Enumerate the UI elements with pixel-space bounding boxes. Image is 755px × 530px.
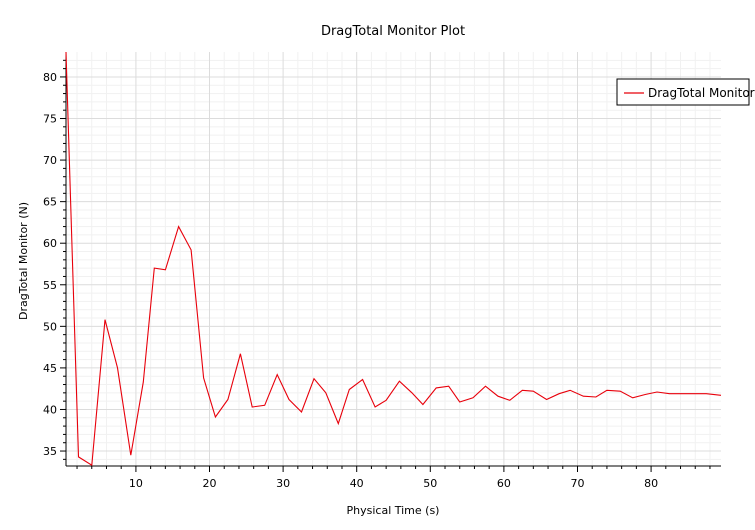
legend: DragTotal Monitor: [616, 78, 755, 106]
x-axis-label: Physical Time (s): [347, 504, 440, 517]
y-axis-label: DragTotal Monitor (N): [17, 202, 30, 320]
y-tick-label: 70: [43, 154, 57, 167]
chart-grid: [66, 52, 721, 466]
legend-label: DragTotal Monitor: [648, 86, 755, 100]
y-tick-label: 50: [43, 320, 57, 333]
x-tick-label: 20: [203, 477, 217, 490]
series-layer: [65, 51, 722, 467]
y-tick-label: 55: [43, 279, 57, 292]
x-tick-label: 30: [276, 477, 290, 490]
series-line: [65, 51, 722, 467]
y-tick-label: 60: [43, 237, 57, 250]
x-tick-label: 60: [497, 477, 511, 490]
y-tick-label: 80: [43, 71, 57, 84]
x-tick-label: 10: [129, 477, 143, 490]
y-tick-label: 75: [43, 113, 57, 126]
y-tick-label: 65: [43, 196, 57, 209]
y-tick-label: 40: [43, 403, 57, 416]
legend-box: [616, 78, 750, 106]
chart-axes: [60, 52, 721, 472]
x-tick-label: 80: [644, 477, 658, 490]
chart-title: DragTotal Monitor Plot: [321, 24, 465, 39]
tick-labels: 10 20 30 40 50 60 70 80 35 40 45 50 55 60 65 70 75 80: [43, 71, 658, 490]
x-tick-label: 70: [570, 477, 584, 490]
x-tick-label: 40: [350, 477, 364, 490]
y-tick-label: 45: [43, 362, 57, 375]
x-tick-label: 50: [423, 477, 437, 490]
y-tick-label: 35: [43, 445, 57, 458]
